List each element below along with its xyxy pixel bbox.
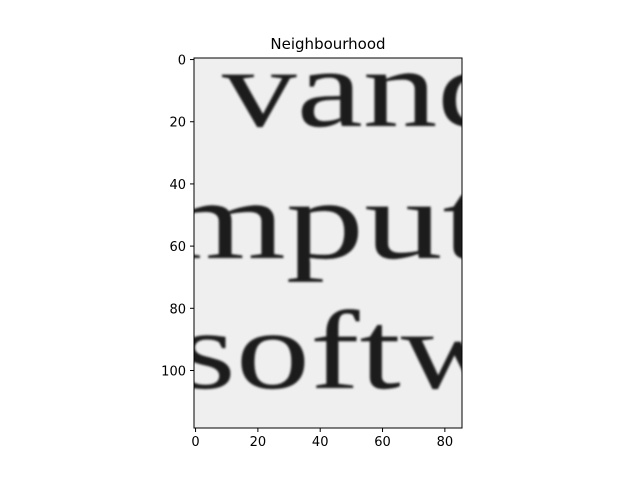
y-tick-label: 80 xyxy=(169,302,186,317)
y-axis: 0 20 40 60 80 100 xyxy=(161,54,194,380)
y-tick-label: 100 xyxy=(161,364,186,379)
x-tick-label: 40 xyxy=(312,435,329,450)
x-axis: 0 20 40 60 80 xyxy=(191,428,453,450)
text-line-3: softw xyxy=(178,289,508,413)
y-tick-label: 40 xyxy=(169,178,186,193)
chart-title: Neighbourhood xyxy=(270,35,385,53)
x-tick-label: 60 xyxy=(374,435,391,450)
x-tick-label: 0 xyxy=(191,435,199,450)
x-tick-label: 80 xyxy=(437,435,454,450)
y-tick-label: 0 xyxy=(178,54,186,69)
x-tick-label: 20 xyxy=(250,435,267,450)
text-line-2: mput xyxy=(164,159,486,283)
image-area: vand mput softw xyxy=(164,27,512,428)
y-tick-label: 60 xyxy=(169,240,186,255)
y-tick-label: 20 xyxy=(169,116,186,131)
